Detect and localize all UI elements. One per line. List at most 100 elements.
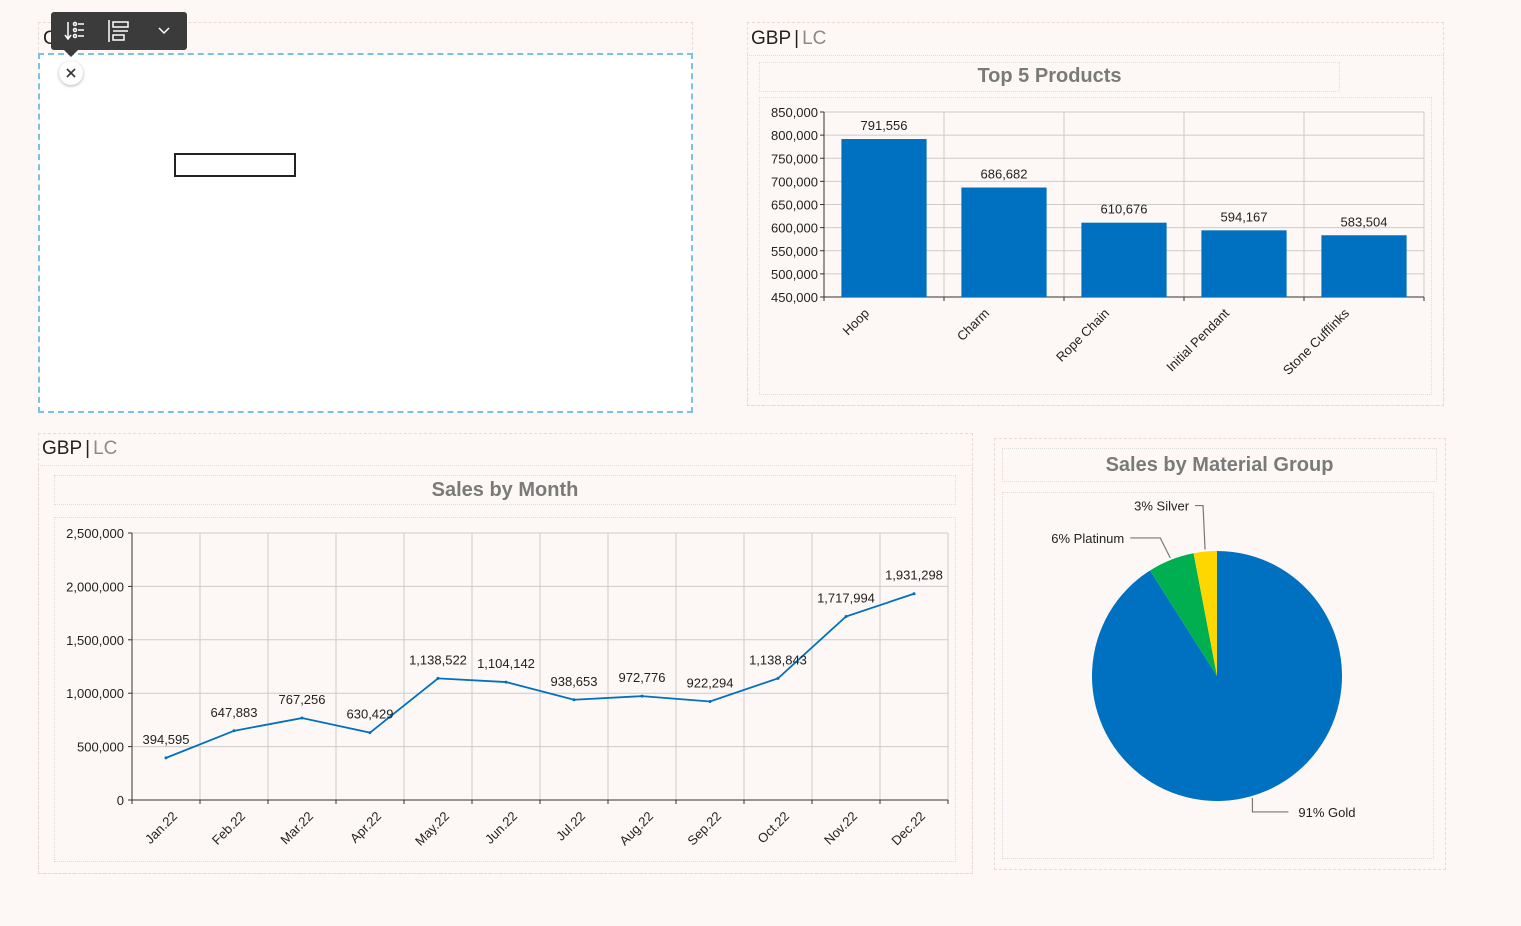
panel-toolbar [51,12,187,50]
y-tick-label: 1,000,000 [66,686,124,701]
currency-toggle[interactable]: GBP | LC [42,438,117,460]
data-label: 791,556 [861,118,908,133]
x-tick-label: Oct.22 [754,809,792,847]
y-tick-label: 0 [117,793,124,808]
y-tick-label: 2,000,000 [66,579,124,594]
close-icon [66,68,76,78]
more-options-button[interactable] [141,12,186,50]
chart-title: Top 5 Products [977,65,1122,87]
currency-lc[interactable]: LC [802,28,827,49]
chevron-down-icon [157,27,170,35]
top5-chart-frame [747,55,1444,406]
x-tick-label: Apr.22 [347,809,384,846]
slice-label: 91% Gold [1298,805,1355,820]
x-tick-label: Dec.22 [888,809,928,849]
data-label: 972,776 [619,670,666,685]
data-label: 594,167 [1221,209,1268,224]
y-tick-label: 550,000 [771,244,818,259]
material-panel-outline [994,438,1446,870]
currency-toggle[interactable]: GBP | LC [751,28,826,50]
align-icon [107,20,129,42]
bar [1201,230,1287,297]
y-tick-label: 750,000 [771,151,818,166]
data-label: 686,682 [981,167,1028,182]
data-label: 1,138,843 [749,652,807,667]
y-tick-label: 450,000 [771,290,818,305]
x-tick-label: Jun.22 [482,809,520,847]
top5-plot-frame [759,97,1432,395]
x-tick-label: Sep.22 [684,809,724,849]
leader-line [1195,504,1206,550]
x-tick-label: May.22 [412,809,452,849]
y-tick-label: 700,000 [771,174,818,189]
y-tick-label: 850,000 [771,105,818,120]
bar [841,139,927,297]
data-label: 1,138,522 [409,652,467,667]
data-label: 630,429 [347,707,394,722]
align-button[interactable] [96,12,141,50]
data-label: 767,256 [279,692,326,707]
bar [1321,235,1407,297]
data-point [504,680,508,684]
data-point [708,699,712,703]
slice-label: 3% Silver [1134,499,1190,514]
data-point [436,676,440,680]
pie-slice [1150,553,1217,676]
monthly-title-frame [54,475,956,505]
data-label: 1,717,994 [817,591,875,606]
edit-canvas[interactable] [38,53,693,413]
currency-gbp[interactable]: GBP [751,28,792,49]
data-label: 1,931,298 [885,568,943,583]
material-title-frame [1002,448,1437,482]
data-point [300,716,304,720]
data-point [776,676,780,680]
x-tick-label: Hoop [840,306,873,339]
monthly-chart-frame [38,465,973,874]
bar [961,187,1047,297]
data-label: 922,294 [687,675,734,690]
top5-title-frame [759,62,1340,92]
data-label: 647,883 [211,705,258,720]
bar [1081,222,1167,297]
data-point [164,756,168,760]
x-tick-label: Nov.22 [821,809,860,848]
close-button[interactable] [59,61,83,85]
monthly-plot-frame [54,517,956,862]
leader-line [1130,537,1171,559]
sort-filter-icon [63,21,84,41]
currency-separator: | [85,438,91,459]
placeholder-text-box[interactable] [174,153,296,177]
y-tick-label: 2,500,000 [66,526,124,541]
x-tick-label: Jan.22 [142,809,180,847]
data-label: 583,504 [1341,214,1388,229]
y-tick-label: 600,000 [771,221,818,236]
data-label: 938,653 [551,674,598,689]
leader-line [1251,797,1289,813]
slice-label: 6% Platinum [1051,531,1124,546]
data-label: 394,595 [143,732,190,747]
currency-gbp[interactable]: GBP [42,438,83,459]
top5-bar-chart: 450,000 500,000 550,000 600,000 650,000 700,0… [771,105,1425,378]
y-tick-label: 800,000 [771,128,818,143]
material-plot-frame [1002,492,1434,859]
data-point [912,592,916,596]
toolbar-pointer [64,50,78,57]
chart-title: Sales by Material Group [1105,454,1334,476]
material-pie-chart: 91% Gold 6% Platinum 3% Silver [1051,499,1355,820]
x-tick-label: Feb.22 [209,809,248,848]
y-tick-label: 500,000 [77,740,124,755]
data-point [368,731,372,735]
series-line [165,592,915,759]
y-tick-label: 1,500,000 [66,633,124,648]
x-tick-label: Aug.22 [616,809,656,849]
x-tick-label: Rope Chain [1053,306,1112,365]
sort-filter-button[interactable] [51,12,96,50]
chart-title: Sales by Month [431,479,579,501]
monthly-line-chart: 0 500,000 1,000,000 1,500,000 2,000,000 2,500… [66,526,949,849]
currency-lc[interactable]: LC [93,438,118,459]
y-tick-label: 650,000 [771,198,818,213]
x-tick-label: Stone Cufflinks [1280,305,1353,378]
data-label: 1,104,142 [477,656,535,671]
x-tick-label: Charm [954,306,992,344]
data-point [232,729,236,733]
